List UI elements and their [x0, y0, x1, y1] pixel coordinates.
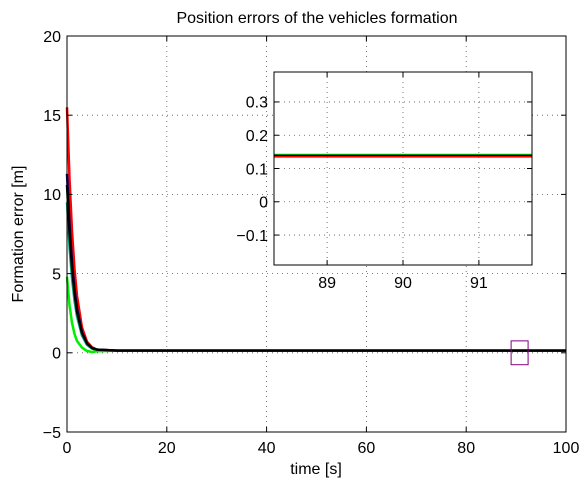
x-tick-label: 0 — [63, 440, 72, 457]
x-axis-label: time [s] — [290, 461, 342, 478]
x-tick-label: 91 — [470, 275, 488, 292]
inset-tick-marks — [274, 72, 532, 265]
inset-y-tick-labels: −0.1 0 0.1 0.2 0.3 — [236, 95, 268, 245]
series-line-5 — [65, 184, 566, 352]
y-tick-label: −5 — [43, 425, 61, 442]
main-tick-marks — [66, 35, 567, 433]
y-tick-label: 0.1 — [246, 161, 268, 178]
y-tick-label: 0.3 — [246, 95, 268, 112]
x-tick-label: 20 — [158, 440, 176, 457]
y-tick-label: −0.1 — [236, 228, 268, 245]
y-axis-label: Formation error [m] — [10, 166, 27, 303]
inset-series-group — [274, 153, 532, 158]
y-tick-label: 5 — [52, 266, 61, 283]
main-x-tick-labels: 0 20 40 60 80 100 — [63, 440, 580, 457]
x-tick-label: 40 — [258, 440, 276, 457]
x-tick-label: 89 — [318, 275, 336, 292]
inset-background — [274, 72, 532, 265]
x-tick-label: 100 — [553, 440, 580, 457]
chart-title: Position errors of the vehicles formatio… — [176, 10, 457, 27]
main-y-tick-labels: −5 0 5 10 15 20 — [43, 29, 61, 442]
x-tick-label: 80 — [457, 440, 475, 457]
inset-x-tick-labels: 89 90 91 — [318, 275, 488, 292]
y-tick-label: 0 — [259, 195, 268, 212]
x-tick-label: 60 — [358, 440, 376, 457]
y-tick-label: 10 — [43, 187, 61, 204]
y-tick-label: 0 — [52, 346, 61, 363]
main-series-group — [65, 107, 566, 354]
y-tick-label: 0.2 — [246, 128, 268, 145]
zoom-region-box — [510, 340, 529, 366]
main-axes-frame — [66, 35, 567, 433]
x-tick-label: 90 — [394, 275, 412, 292]
inset-gridlines — [274, 72, 532, 265]
y-tick-label: 20 — [43, 29, 61, 46]
y-tick-label: 15 — [43, 108, 61, 125]
